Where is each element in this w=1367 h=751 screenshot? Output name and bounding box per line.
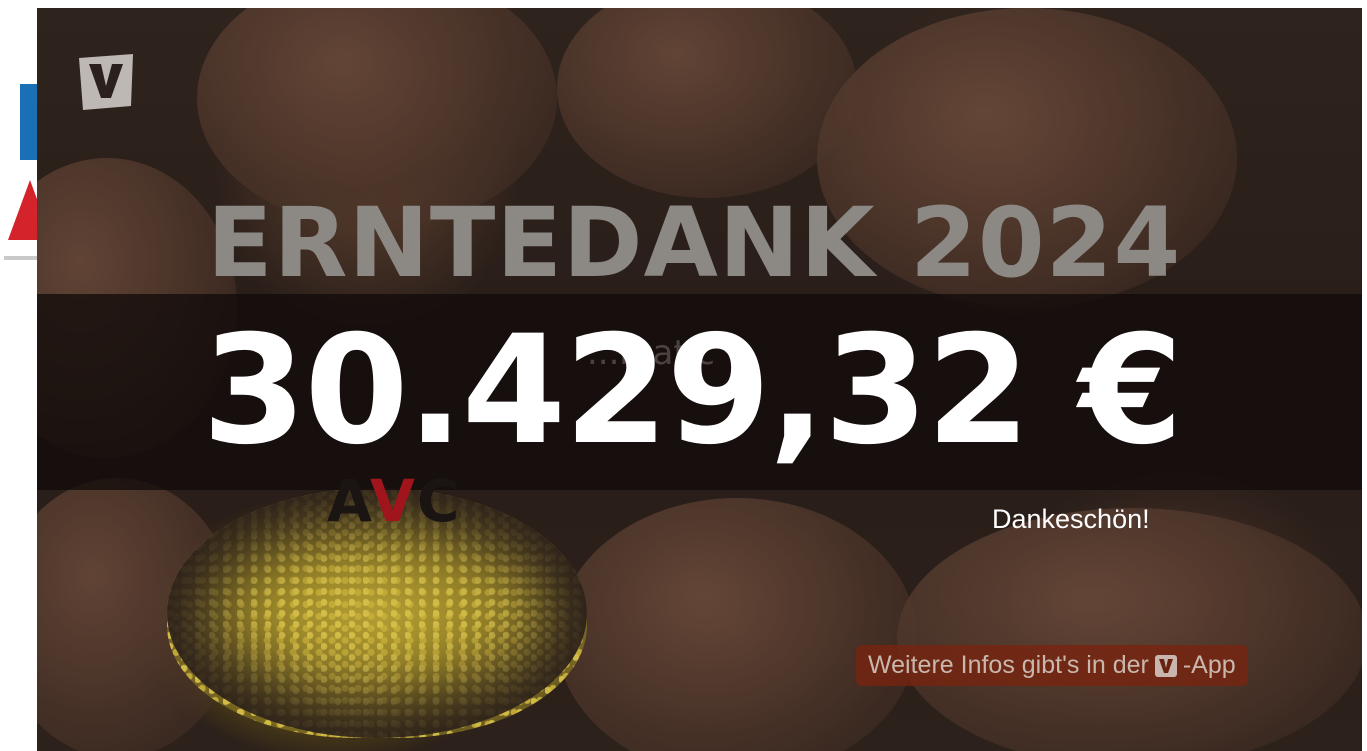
hands-image-top-left	[197, 8, 557, 228]
info-text-before: Weitere Infos gibt's in der	[868, 651, 1149, 679]
fundraising-overlay-card[interactable]: ERNTEDANK 2024 ...matic 30.429,32 € AVC …	[37, 8, 1362, 751]
campaign-title: ERNTEDANK 2024	[207, 187, 1182, 299]
app-info-link[interactable]: Weitere Infos gibt's in der -App	[856, 645, 1248, 686]
v-logo-icon	[79, 54, 133, 110]
hands-image-top-center	[557, 8, 857, 198]
ghost-background-text: ...matic	[587, 333, 715, 373]
hands-image-bottom-right	[897, 508, 1362, 751]
hands-image-bottom-center	[557, 498, 917, 751]
corn-kernels-image	[167, 488, 587, 738]
v-app-icon	[1154, 654, 1177, 677]
avc-logo-letter-a: A	[327, 467, 370, 535]
info-text-after: -App	[1182, 651, 1236, 679]
avc-logo-letter-c: C	[416, 467, 462, 535]
avc-logo: AVC	[327, 466, 461, 536]
donation-amount: 30.429,32 €	[202, 304, 1183, 478]
avc-logo-letter-v: V	[369, 467, 417, 535]
amount-band	[37, 294, 1362, 490]
thanks-text: Dankeschön!	[992, 504, 1150, 534]
hands-image-top-right	[817, 8, 1237, 308]
background-divider	[4, 256, 64, 260]
background-letter-b-shape	[20, 84, 42, 160]
